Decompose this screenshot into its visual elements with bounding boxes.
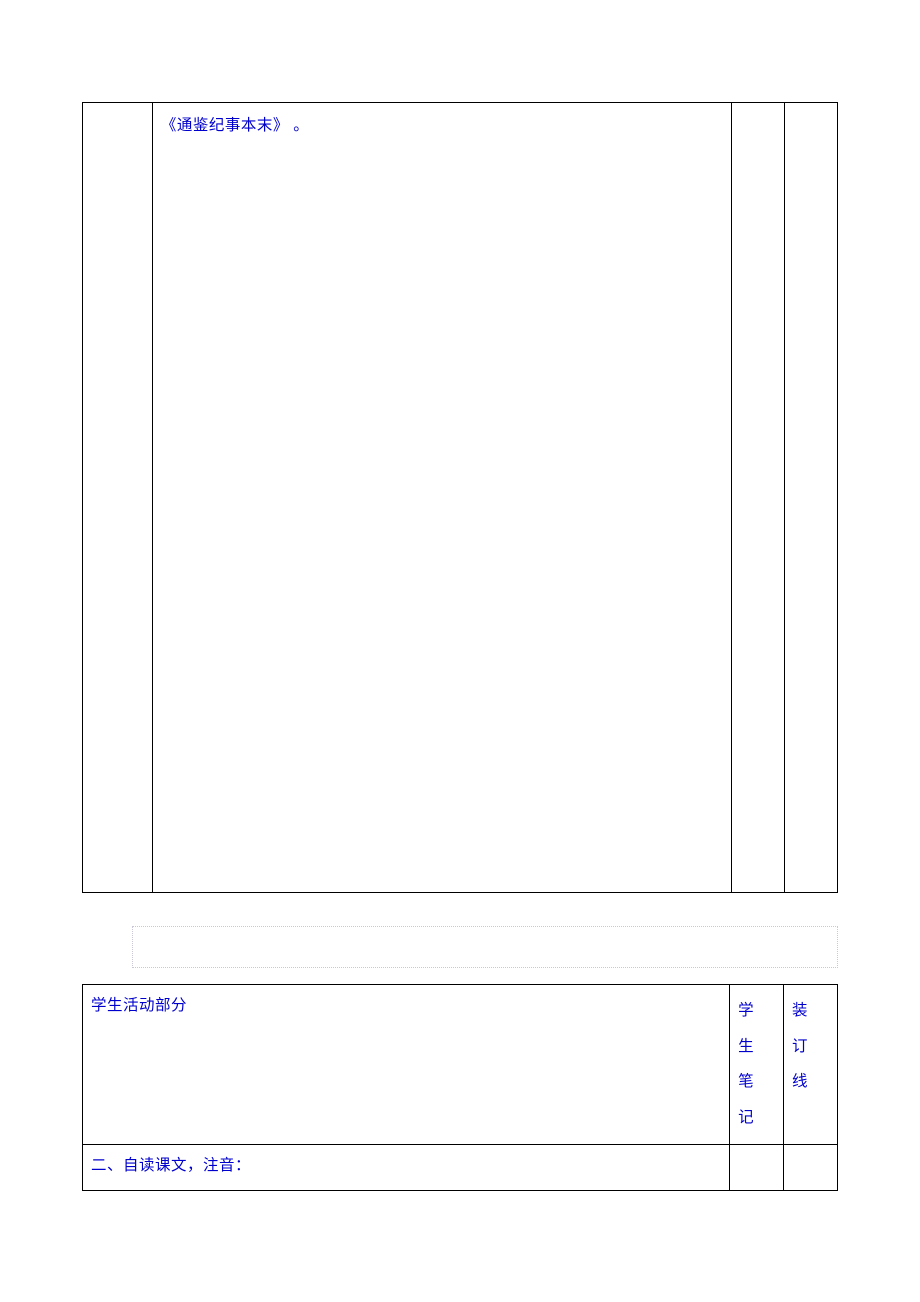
table-row: 二、自读课文，注音： — [83, 1144, 838, 1190]
empty-cell — [730, 1144, 784, 1190]
student-notes-header-cell: 学 生 笔 记 — [730, 985, 784, 1145]
dotted-separator — [132, 926, 838, 968]
upper-col-content: 《通鉴纪事本末》 。 — [152, 103, 731, 893]
student-notes-label: 学 生 笔 记 — [738, 993, 775, 1136]
binding-line-header-cell: 装 订 线 — [784, 985, 838, 1145]
upper-col-4 — [785, 103, 838, 893]
activity-header: 学生活动部分 — [91, 997, 187, 1014]
upper-col-1 — [83, 103, 153, 893]
table-row: 《通鉴纪事本末》 。 — [83, 103, 838, 893]
activity-header-cell: 学生活动部分 — [83, 985, 730, 1145]
reference-text: 《通鉴纪事本末》 。 — [161, 117, 309, 134]
section-two-label: 二、自读课文，注音： — [91, 1157, 251, 1174]
binding-line-label: 装 订 线 — [792, 993, 829, 1100]
empty-cell — [784, 1144, 838, 1190]
upper-table: 《通鉴纪事本末》 。 — [82, 102, 838, 893]
section-two-cell: 二、自读课文，注音： — [83, 1144, 730, 1190]
lower-table: 学生活动部分 学 生 笔 记 装 订 线 二、自读课文，注音： — [82, 984, 838, 1191]
table-row: 学生活动部分 学 生 笔 记 装 订 线 — [83, 985, 838, 1145]
upper-col-3 — [732, 103, 785, 893]
